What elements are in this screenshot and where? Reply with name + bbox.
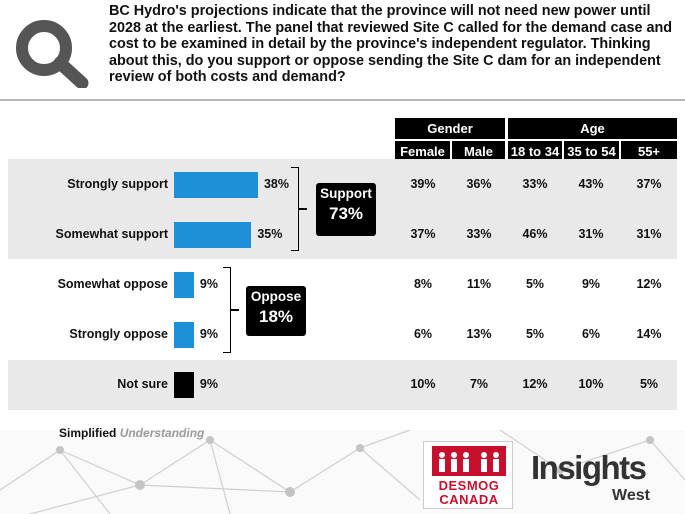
cell-strongly-oppose-col0: 6% — [413, 327, 433, 341]
support-summary-box: Support 73% — [316, 183, 376, 236]
bar-value-somewhat-support: 35% — [257, 227, 283, 241]
cell-somewhat-support-col3: 31% — [578, 227, 604, 241]
cell-not-sure-col0: 10% — [410, 377, 436, 391]
row-label-somewhat-support: Somewhat support — [55, 227, 168, 241]
cell-strongly-support-col1: 36% — [466, 177, 492, 191]
insights-logo-text: Insights — [531, 449, 647, 486]
bar-not-sure — [174, 372, 194, 398]
support-brace — [291, 167, 299, 251]
bar-value-strongly-oppose: 9% — [199, 327, 218, 341]
bar-value-not-sure: 9% — [199, 377, 218, 391]
bar-value-strongly-support: 38% — [263, 177, 289, 191]
group-header-age: Age — [508, 118, 677, 139]
column-header-male: Male — [452, 141, 505, 161]
row-label-strongly-support: Strongly support — [67, 177, 168, 191]
cell-not-sure-col1: 7% — [469, 377, 489, 391]
oppose-summary-value: 18% — [258, 307, 294, 326]
cell-strongly-support-col0: 39% — [410, 177, 436, 191]
cell-somewhat-oppose-col0: 8% — [413, 277, 433, 291]
header-divider — [0, 99, 685, 101]
simplified-text: Simplified — [59, 426, 117, 440]
group-header-gender: Gender — [395, 118, 505, 139]
column-header-35-54: 35 to 54 — [564, 141, 619, 161]
column-header-55-plus: 55+ — [621, 141, 677, 161]
cell-somewhat-support-col4: 31% — [636, 227, 662, 241]
bar-value-somewhat-oppose: 9% — [199, 277, 218, 291]
bar-strongly-support — [174, 172, 258, 198]
support-brace-tick — [299, 208, 307, 210]
band-not-sure — [8, 360, 677, 410]
oppose-summary-label: Oppose — [250, 289, 302, 304]
oppose-brace — [223, 267, 231, 353]
oppose-summary-box: Oppose 18% — [246, 286, 306, 336]
oppose-brace-tick — [231, 309, 239, 311]
cell-not-sure-col4: 5% — [639, 377, 659, 391]
footer — [0, 430, 685, 514]
cell-strongly-oppose-col3: 6% — [581, 327, 601, 341]
column-header-18-34: 18 to 34 — [508, 141, 562, 161]
row-label-somewhat-oppose: Somewhat oppose — [57, 277, 168, 291]
support-summary-label: Support — [320, 186, 372, 201]
understanding-text: Understanding — [119, 426, 205, 440]
cell-somewhat-support-col1: 33% — [466, 227, 492, 241]
question-text: BC Hydro's projections indicate that the… — [109, 3, 673, 86]
cell-somewhat-oppose-col2: 5% — [525, 277, 545, 291]
cell-not-sure-col2: 12% — [522, 377, 548, 391]
cell-strongly-support-col4: 37% — [636, 177, 662, 191]
cell-somewhat-support-col2: 46% — [522, 227, 548, 241]
cell-strongly-support-col2: 33% — [522, 177, 548, 191]
simplified-understanding-logo: Simplified Understanding — [59, 426, 204, 440]
desmog-text: DESMOG — [438, 478, 500, 493]
cell-strongly-oppose-col1: 13% — [466, 327, 492, 341]
bar-somewhat-oppose — [174, 272, 194, 298]
network-background — [0, 430, 685, 514]
bar-somewhat-support — [174, 222, 252, 248]
column-header-female: Female — [395, 141, 450, 161]
desmog-canada-logo: DESMOG CANADA — [423, 441, 513, 509]
cell-strongly-oppose-col4: 14% — [636, 327, 662, 341]
cell-somewhat-oppose-col4: 12% — [636, 277, 662, 291]
header: BC Hydro's projections indicate that the… — [0, 0, 685, 101]
cell-strongly-support-col3: 43% — [578, 177, 604, 191]
cell-somewhat-support-col0: 37% — [410, 227, 436, 241]
cell-not-sure-col3: 10% — [578, 377, 604, 391]
canada-text: CANADA — [439, 492, 499, 507]
row-label-strongly-oppose: Strongly oppose — [69, 327, 168, 341]
west-logo-text: West — [612, 487, 650, 504]
cell-somewhat-oppose-col1: 11% — [466, 277, 492, 291]
bar-strongly-oppose — [174, 322, 194, 348]
desmog-people-icon — [432, 446, 506, 476]
support-summary-value: 73% — [328, 204, 364, 223]
cell-somewhat-oppose-col3: 9% — [581, 277, 601, 291]
magnifier-icon — [16, 20, 89, 88]
row-label-not-sure: Not sure — [117, 377, 168, 391]
cell-strongly-oppose-col2: 5% — [525, 327, 545, 341]
